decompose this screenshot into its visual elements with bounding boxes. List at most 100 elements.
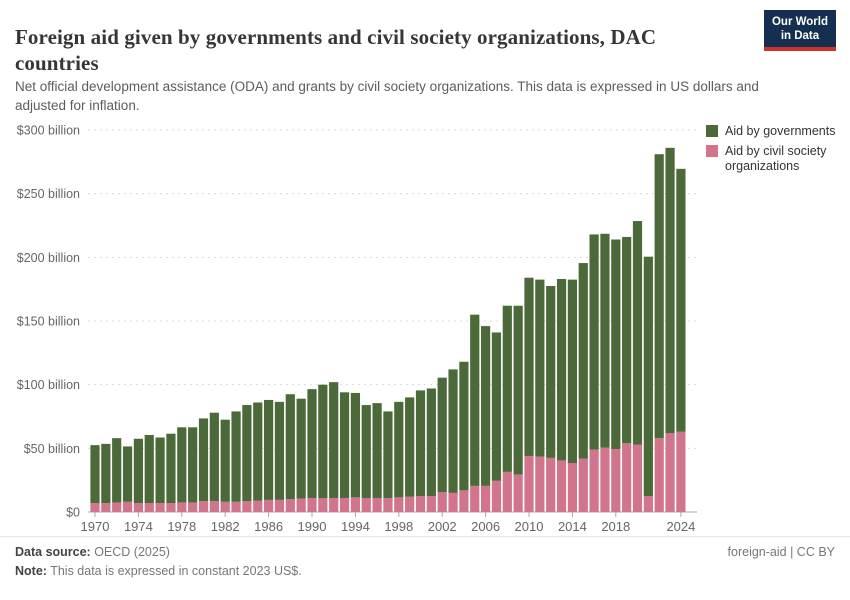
bar-governments-1982[interactable] (220, 419, 230, 502)
bar-governments-1974[interactable] (133, 438, 143, 504)
bar-civil-society-1971[interactable] (101, 503, 111, 512)
bar-governments-1983[interactable] (231, 411, 241, 502)
bar-civil-society-2019[interactable] (622, 443, 632, 512)
bar-civil-society-1984[interactable] (242, 501, 252, 512)
bar-civil-society-1998[interactable] (394, 497, 404, 512)
bar-governments-2003[interactable] (448, 369, 458, 493)
bar-civil-society-2008[interactable] (502, 471, 512, 512)
bar-governments-1978[interactable] (177, 427, 187, 503)
bar-governments-2004[interactable] (459, 361, 469, 491)
bar-governments-2007[interactable] (491, 332, 502, 481)
bar-civil-society-1990[interactable] (307, 497, 317, 512)
bar-governments-2017[interactable] (600, 233, 610, 448)
bar-governments-1981[interactable] (209, 412, 219, 502)
bar-governments-2015[interactable] (578, 263, 588, 459)
bar-civil-society-1987[interactable] (274, 499, 285, 512)
bar-civil-society-2014[interactable] (567, 462, 577, 512)
bar-governments-1976[interactable] (155, 437, 165, 504)
bar-civil-society-2002[interactable] (437, 492, 447, 512)
bar-civil-society-1970[interactable] (90, 503, 100, 512)
bar-governments-1972[interactable] (112, 438, 122, 503)
bar-civil-society-1992[interactable] (329, 497, 339, 512)
bar-governments-1971[interactable] (101, 443, 111, 504)
bar-civil-society-1994[interactable] (350, 497, 360, 512)
bar-civil-society-1976[interactable] (155, 503, 165, 512)
bar-governments-1975[interactable] (144, 434, 154, 504)
bar-civil-society-2018[interactable] (611, 448, 621, 512)
bar-governments-1984[interactable] (242, 405, 252, 502)
bar-governments-2006[interactable] (481, 326, 491, 486)
bar-civil-society-1991[interactable] (318, 497, 328, 512)
bar-governments-1999[interactable] (405, 397, 415, 497)
bar-civil-society-1995[interactable] (361, 497, 371, 512)
license-link[interactable]: foreign-aid | CC BY (727, 545, 835, 559)
bar-civil-society-1974[interactable] (133, 503, 143, 512)
bar-governments-2012[interactable] (546, 285, 556, 458)
bar-civil-society-1983[interactable] (231, 501, 241, 512)
bar-governments-1977[interactable] (166, 433, 176, 504)
bar-governments-1996[interactable] (372, 403, 382, 498)
bar-governments-1985[interactable] (253, 402, 263, 501)
bar-governments-1970[interactable] (90, 445, 100, 504)
bar-civil-society-2005[interactable] (470, 485, 480, 512)
bar-civil-society-2004[interactable] (459, 490, 469, 512)
bar-civil-society-2011[interactable] (535, 456, 545, 512)
bar-civil-society-1981[interactable] (209, 501, 219, 512)
bar-civil-society-1986[interactable] (264, 499, 274, 512)
bar-civil-society-1989[interactable] (296, 498, 306, 512)
bar-governments-1988[interactable] (285, 394, 295, 500)
bar-civil-society-2013[interactable] (556, 460, 567, 512)
bar-civil-society-2007[interactable] (491, 480, 502, 512)
bar-civil-society-1977[interactable] (166, 503, 176, 512)
bar-civil-society-2024[interactable] (676, 431, 686, 512)
bar-governments-1987[interactable] (274, 401, 285, 500)
bar-governments-1992[interactable] (329, 382, 339, 498)
bar-civil-society-2003[interactable] (448, 492, 458, 512)
bar-civil-society-1979[interactable] (188, 502, 198, 512)
bar-civil-society-1988[interactable] (285, 499, 295, 512)
bar-governments-2023[interactable] (665, 147, 675, 434)
bar-governments-1995[interactable] (361, 405, 371, 498)
bar-governments-2019[interactable] (622, 236, 632, 444)
bar-governments-2014[interactable] (567, 279, 577, 463)
bar-governments-1979[interactable] (188, 427, 198, 503)
bar-civil-society-1985[interactable] (253, 500, 263, 512)
bar-civil-society-1997[interactable] (383, 497, 393, 512)
bar-civil-society-2020[interactable] (632, 444, 643, 512)
bar-civil-society-1972[interactable] (112, 502, 122, 512)
bar-governments-2002[interactable] (437, 377, 447, 493)
bar-civil-society-2016[interactable] (589, 449, 599, 512)
bar-governments-2001[interactable] (426, 388, 436, 497)
bar-governments-2020[interactable] (632, 221, 643, 445)
bar-governments-1986[interactable] (264, 399, 274, 500)
bar-governments-2016[interactable] (589, 234, 599, 450)
bar-civil-society-2001[interactable] (426, 496, 436, 512)
legend-item-governments[interactable]: Aid by governments (706, 124, 848, 139)
bar-governments-2021[interactable] (643, 256, 653, 497)
bar-civil-society-2023[interactable] (665, 433, 675, 512)
legend-item-civil-society[interactable]: Aid by civil society organizations (706, 144, 848, 174)
bar-civil-society-2012[interactable] (546, 457, 556, 512)
bar-civil-society-2006[interactable] (481, 485, 491, 512)
bar-governments-2008[interactable] (502, 305, 512, 472)
bar-governments-2010[interactable] (524, 277, 534, 456)
bar-civil-society-2017[interactable] (600, 447, 610, 512)
bar-governments-2024[interactable] (676, 168, 686, 432)
bar-governments-1993[interactable] (339, 392, 350, 498)
bar-civil-society-2009[interactable] (513, 474, 523, 512)
owid-logo[interactable]: Our World in Data (763, 10, 836, 51)
bar-governments-2000[interactable] (415, 390, 426, 497)
bar-governments-2011[interactable] (535, 279, 545, 457)
bar-civil-society-1973[interactable] (122, 501, 133, 512)
bar-civil-society-2010[interactable] (524, 455, 534, 512)
bar-governments-1997[interactable] (383, 411, 393, 498)
bar-governments-1980[interactable] (198, 418, 209, 502)
bar-civil-society-1978[interactable] (177, 502, 187, 512)
bar-civil-society-1996[interactable] (372, 497, 382, 512)
bar-governments-1991[interactable] (318, 384, 328, 498)
bar-civil-society-1975[interactable] (144, 503, 154, 512)
bar-governments-1989[interactable] (296, 398, 306, 499)
bar-governments-1990[interactable] (307, 389, 317, 498)
bar-governments-2022[interactable] (654, 154, 664, 439)
bar-governments-2005[interactable] (470, 314, 480, 486)
